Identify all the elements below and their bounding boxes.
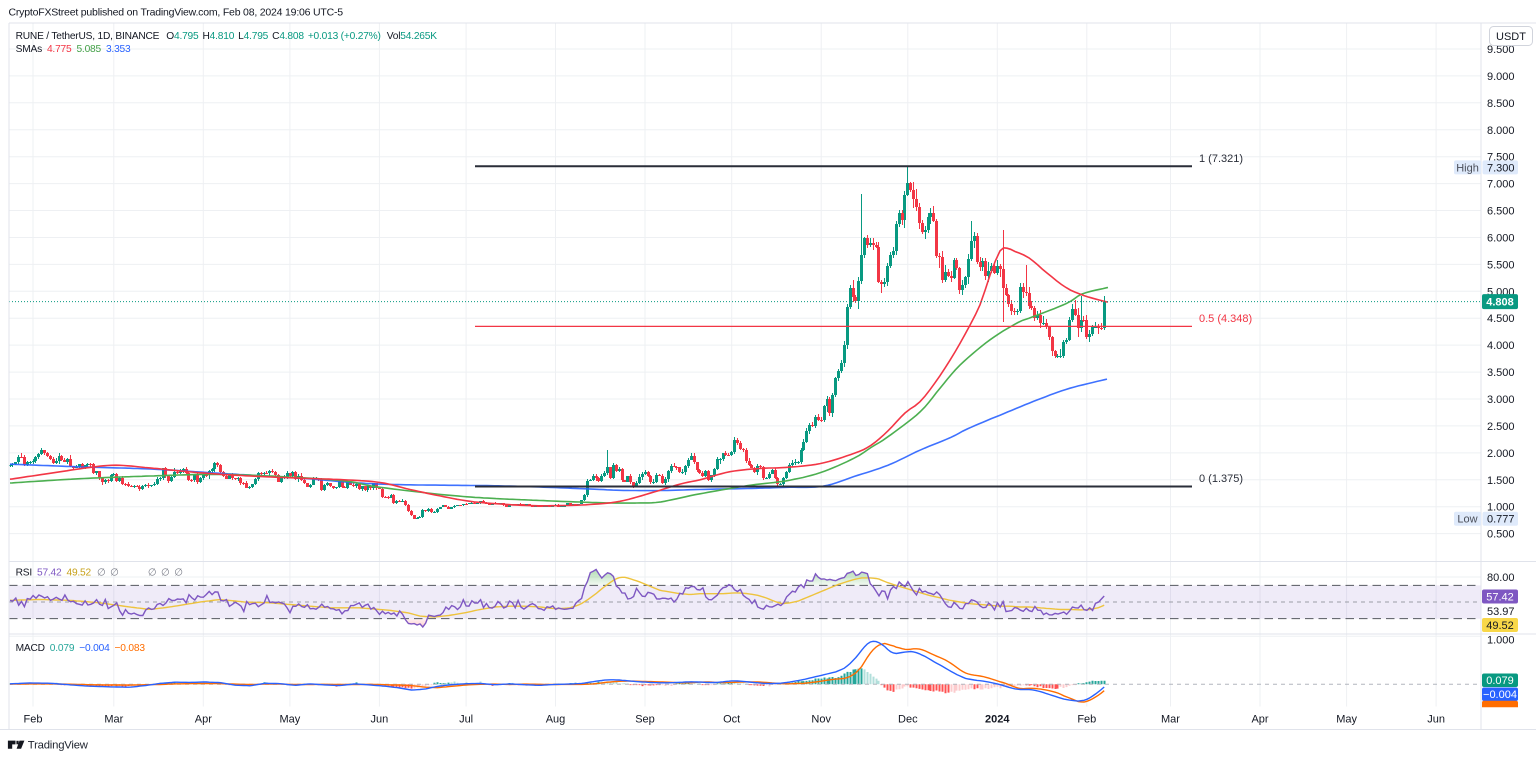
svg-text:Jun: Jun bbox=[371, 714, 389, 726]
svg-text:3.500: 3.500 bbox=[1487, 367, 1515, 379]
svg-text:0.500: 0.500 bbox=[1487, 529, 1515, 541]
svg-text:3.000: 3.000 bbox=[1487, 394, 1515, 406]
svg-text:Mar: Mar bbox=[1161, 714, 1180, 726]
svg-text:1 (7.321): 1 (7.321) bbox=[1199, 153, 1243, 165]
svg-text:CryptoFXStreet published on Tr: CryptoFXStreet published on TradingView.… bbox=[9, 6, 344, 18]
svg-text:Mar: Mar bbox=[104, 714, 123, 726]
svg-text:0 (1.375): 0 (1.375) bbox=[1199, 473, 1243, 485]
svg-text:2.500: 2.500 bbox=[1487, 421, 1515, 433]
svg-text:Aug: Aug bbox=[546, 714, 566, 726]
svg-text:TradingView: TradingView bbox=[28, 740, 89, 752]
svg-text:Jul: Jul bbox=[459, 714, 473, 726]
svg-text:8.000: 8.000 bbox=[1487, 125, 1515, 137]
svg-text:5.500: 5.500 bbox=[1487, 259, 1515, 271]
svg-text:7.300: 7.300 bbox=[1487, 162, 1515, 174]
svg-text:May: May bbox=[1336, 714, 1357, 726]
svg-text:49.52: 49.52 bbox=[1486, 620, 1514, 632]
svg-text:USDT: USDT bbox=[1496, 31, 1526, 43]
svg-text:0.777: 0.777 bbox=[1487, 514, 1515, 526]
svg-text:Oct: Oct bbox=[723, 714, 740, 726]
svg-text:Dec: Dec bbox=[898, 714, 918, 726]
svg-text:Apr: Apr bbox=[1251, 714, 1268, 726]
svg-text:4.808: 4.808 bbox=[1486, 297, 1514, 309]
svg-text:6.000: 6.000 bbox=[1487, 233, 1515, 245]
svg-text:1.000: 1.000 bbox=[1487, 502, 1515, 514]
svg-text:0.079: 0.079 bbox=[1486, 675, 1514, 687]
svg-text:57.42: 57.42 bbox=[1486, 592, 1514, 604]
svg-text:53.97: 53.97 bbox=[1487, 606, 1515, 618]
svg-text:Apr: Apr bbox=[195, 714, 212, 726]
svg-text:9.500: 9.500 bbox=[1487, 44, 1515, 56]
svg-text:2024: 2024 bbox=[985, 714, 1010, 726]
svg-text:4.000: 4.000 bbox=[1487, 340, 1515, 352]
svg-text:−0.004: −0.004 bbox=[1483, 689, 1517, 701]
svg-text:7.000: 7.000 bbox=[1487, 179, 1515, 191]
svg-text:9.000: 9.000 bbox=[1487, 71, 1515, 83]
svg-text:Jun: Jun bbox=[1427, 714, 1445, 726]
svg-text:Feb: Feb bbox=[24, 714, 43, 726]
svg-text:2.000: 2.000 bbox=[1487, 448, 1515, 460]
svg-text:6.500: 6.500 bbox=[1487, 206, 1515, 218]
svg-text:Nov: Nov bbox=[811, 714, 831, 726]
svg-text:0.5 (4.348): 0.5 (4.348) bbox=[1199, 313, 1252, 325]
svg-text:1.000: 1.000 bbox=[1487, 634, 1515, 646]
svg-text:Sep: Sep bbox=[635, 714, 655, 726]
svg-text:8.500: 8.500 bbox=[1487, 98, 1515, 110]
svg-text:May: May bbox=[280, 714, 301, 726]
svg-text:4.500: 4.500 bbox=[1487, 313, 1515, 325]
svg-text:1.500: 1.500 bbox=[1487, 475, 1515, 487]
svg-text:Low: Low bbox=[1457, 514, 1477, 526]
svg-text:High: High bbox=[1456, 162, 1479, 174]
svg-text:Feb: Feb bbox=[1077, 714, 1096, 726]
svg-text:80.00: 80.00 bbox=[1487, 572, 1515, 584]
